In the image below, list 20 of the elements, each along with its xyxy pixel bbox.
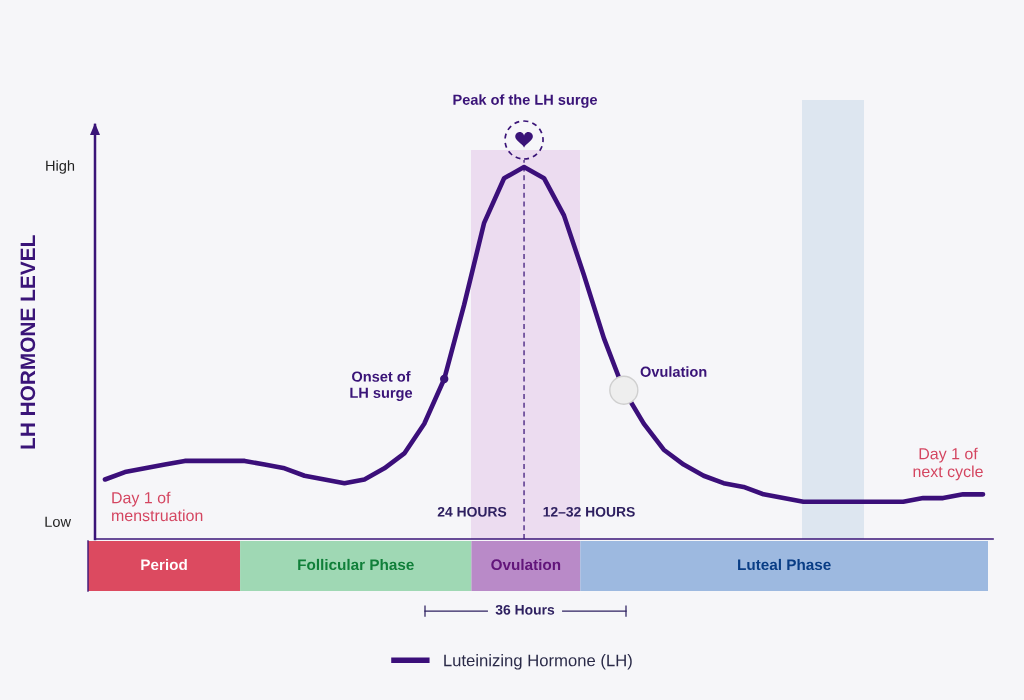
bar [240, 541, 472, 591]
series-label: Period [141, 558, 187, 571]
text: Peak of the LH surge [453, 94, 598, 108]
annotation: 12–32 HOURS [543, 506, 635, 517]
annotation: Ovulation [640, 366, 707, 377]
text: High [46, 160, 75, 174]
series-label: Ovulation [491, 558, 561, 571]
y-axis-title: LH HORMONE LEVEL [20, 235, 36, 449]
series-label: Follicular Phase [298, 558, 414, 571]
bar [580, 541, 988, 591]
annotation: 24 HOURS [437, 506, 507, 517]
bar [88, 541, 241, 591]
annotation: Day 1 of next cycle [913, 447, 983, 481]
text: 36 Hours [495, 604, 555, 615]
legend-label: Luteinizing Hormone (LH) [444, 654, 632, 670]
text: Low [45, 516, 72, 527]
annotation: Day 1 of menstruation [112, 491, 203, 522]
series-label: Luteal Phase [738, 558, 831, 571]
annotation: Onset of LH surge [350, 371, 413, 401]
bar [471, 541, 581, 591]
